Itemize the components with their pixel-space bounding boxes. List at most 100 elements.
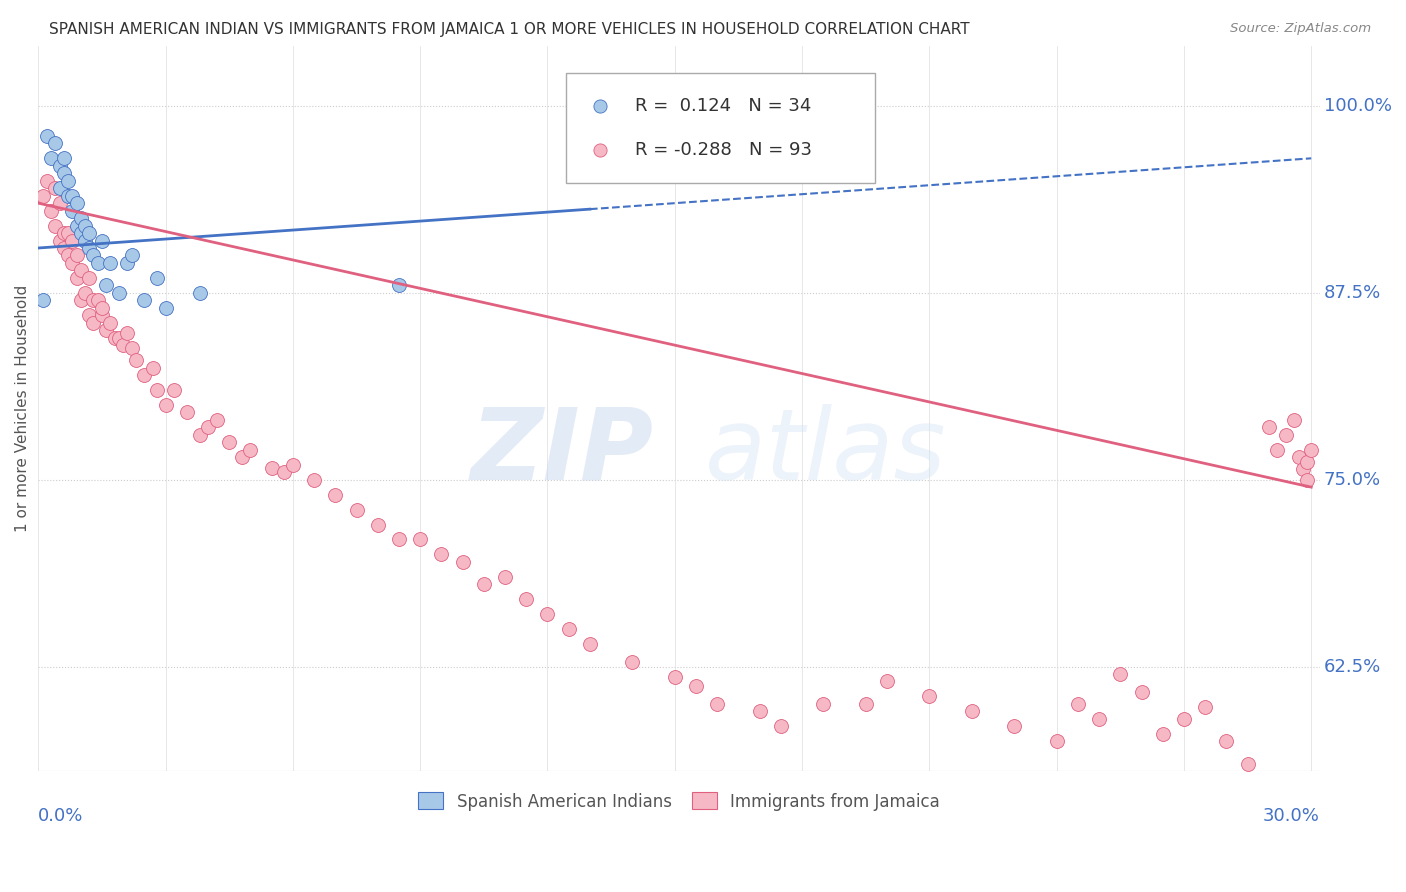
Point [134, 293, 156, 308]
Point [56, 248, 79, 262]
Point [769, 719, 792, 733]
Point [48, 234, 70, 248]
Point [69, 226, 91, 240]
Point [52, 241, 75, 255]
Point [876, 674, 898, 689]
Point [65, 196, 87, 211]
Point [146, 383, 169, 397]
Point [73, 234, 96, 248]
Point [121, 341, 143, 355]
Point [1194, 699, 1216, 714]
Point [60, 188, 83, 202]
Point [1002, 719, 1025, 733]
Point [515, 592, 537, 607]
Text: ZIP: ZIP [471, 404, 654, 500]
Point [706, 697, 728, 711]
FancyBboxPatch shape [567, 73, 875, 183]
Point [125, 353, 148, 368]
Point [35, 174, 58, 188]
Point [39, 151, 62, 165]
Point [1173, 712, 1195, 726]
Point [1130, 685, 1153, 699]
Point [273, 465, 295, 479]
Point [1215, 734, 1237, 748]
Point [117, 256, 139, 270]
Point [579, 144, 602, 158]
Point [1296, 473, 1319, 487]
Point [960, 704, 983, 718]
Point [69, 263, 91, 277]
Text: Source: ZipAtlas.com: Source: ZipAtlas.com [1230, 22, 1371, 36]
Point [117, 326, 139, 341]
Point [494, 570, 516, 584]
Point [388, 278, 411, 293]
Point [281, 458, 304, 472]
Text: 62.5%: 62.5% [1323, 657, 1381, 675]
Point [96, 278, 118, 293]
Point [1088, 712, 1111, 726]
Point [1257, 420, 1279, 434]
Point [1296, 455, 1319, 469]
Point [56, 226, 79, 240]
Point [65, 219, 87, 233]
Point [1284, 413, 1306, 427]
Text: 87.5%: 87.5% [1323, 284, 1381, 301]
Point [60, 203, 83, 218]
Point [73, 219, 96, 233]
Point [65, 271, 87, 285]
Point [48, 196, 70, 211]
Point [77, 271, 100, 285]
Point [52, 166, 75, 180]
Point [31, 188, 53, 202]
Point [218, 435, 240, 450]
Point [855, 697, 877, 711]
Point [579, 637, 602, 651]
Point [409, 533, 432, 547]
Point [56, 174, 79, 188]
Point [73, 285, 96, 300]
Point [1292, 462, 1315, 476]
Point [197, 420, 219, 434]
Point [176, 405, 198, 419]
Point [188, 427, 211, 442]
Point [1265, 442, 1288, 457]
Point [1236, 756, 1258, 771]
Point [142, 360, 165, 375]
Point [146, 271, 169, 285]
Y-axis label: 1 or more Vehicles in Household: 1 or more Vehicles in Household [15, 285, 30, 533]
Point [621, 655, 644, 669]
Point [346, 502, 368, 516]
Point [96, 323, 118, 337]
Point [1152, 727, 1174, 741]
Point [918, 690, 941, 704]
Point [35, 128, 58, 143]
Point [664, 670, 686, 684]
Text: 0.0%: 0.0% [38, 807, 84, 825]
Point [60, 234, 83, 248]
Point [685, 679, 707, 693]
Point [39, 203, 62, 218]
Point [91, 301, 114, 315]
Point [87, 256, 110, 270]
Point [1109, 667, 1132, 681]
Text: 100.0%: 100.0% [1323, 97, 1392, 115]
Text: 30.0%: 30.0% [1263, 807, 1320, 825]
Point [121, 248, 143, 262]
Point [1288, 450, 1310, 465]
Point [108, 331, 131, 345]
Point [1274, 427, 1296, 442]
Point [52, 151, 75, 165]
Point [44, 181, 66, 195]
Point [472, 577, 495, 591]
Point [557, 622, 579, 636]
Point [87, 293, 110, 308]
Point [91, 234, 114, 248]
Point [31, 293, 53, 308]
Point [813, 697, 835, 711]
Point [325, 488, 347, 502]
Point [134, 368, 156, 382]
Point [77, 308, 100, 322]
Point [188, 285, 211, 300]
Point [77, 241, 100, 255]
Point [44, 136, 66, 151]
